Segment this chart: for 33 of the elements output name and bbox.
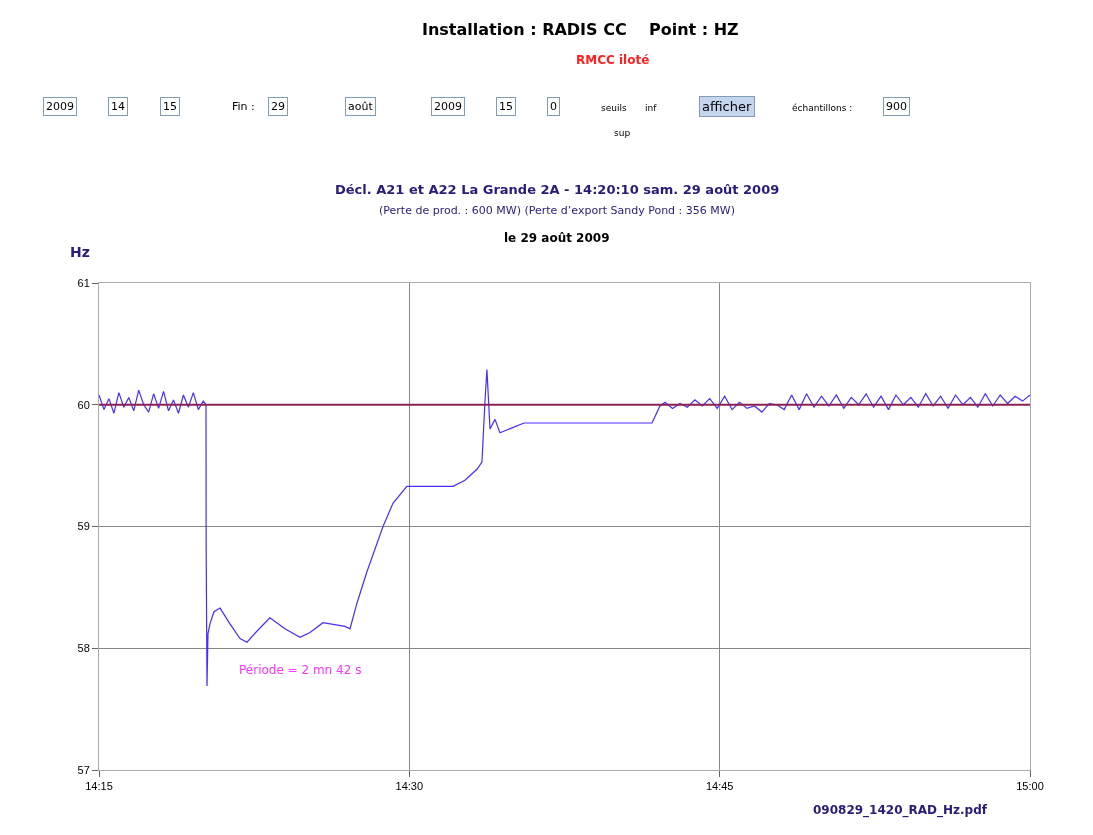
text: échantillons :	[792, 103, 853, 113]
text: 15	[163, 100, 177, 113]
line-series	[99, 368, 1030, 687]
text: 0	[550, 100, 557, 113]
text: 15	[499, 100, 513, 113]
y-tick-label: 58	[77, 642, 90, 655]
y-axis-title: Hz	[70, 244, 90, 260]
y-tick-label: 60	[77, 398, 90, 411]
text: 900	[886, 100, 907, 113]
chart-title: Installation : RADIS CC Point : HZ	[422, 20, 739, 39]
text: (Perte de prod. : 600 MW) (Perte d’export Sandy Pond : 356 MW)	[379, 204, 735, 217]
text: août	[348, 100, 374, 113]
x-tick-label: 14:45	[705, 780, 734, 793]
text: Fin :	[232, 100, 255, 113]
chart-subtitle: RMCC iloté	[576, 53, 650, 67]
x-tick-label: 14:15	[85, 780, 113, 793]
y-tick-label: 61	[77, 276, 90, 289]
text: Décl. A21 et A22 La Grande 2A - 14:20:10 sam. 29 août 2009	[335, 182, 780, 197]
text: 2009	[434, 100, 462, 113]
text: sup	[614, 128, 631, 138]
text: le 29 août 2009	[504, 231, 610, 245]
x-tick-label: 15:00	[1016, 780, 1044, 793]
y-tick-label: 57	[77, 763, 90, 776]
text: afficher	[702, 99, 752, 114]
y-tick-label: 59	[77, 520, 90, 533]
text: 14	[111, 100, 125, 113]
text: 2009	[46, 100, 74, 113]
text: seuils	[601, 103, 627, 113]
x-tick-label: 14:30	[395, 780, 424, 793]
text: 090829_1420_RAD_Hz.pdf	[813, 803, 988, 818]
annotation: Période = 2 mn 42 s	[239, 663, 362, 677]
text: inf	[645, 103, 658, 113]
text: 29	[271, 100, 285, 113]
